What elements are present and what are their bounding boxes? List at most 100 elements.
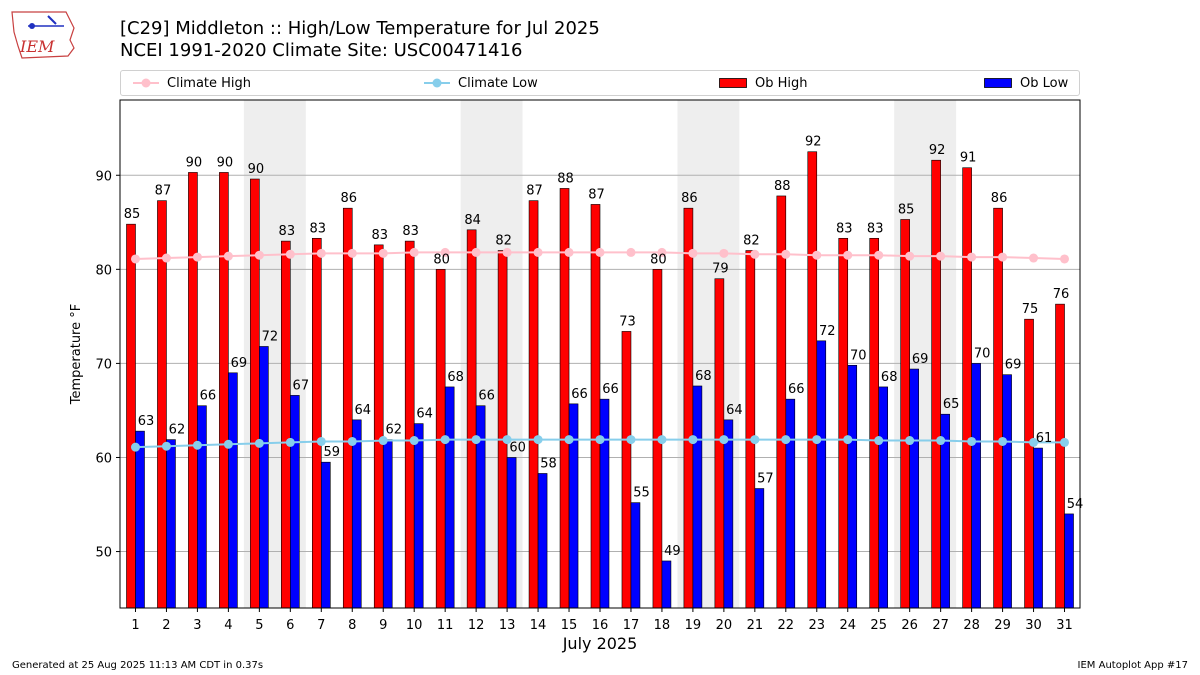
x-tick-label: 25 — [870, 618, 887, 633]
ob-high-bar — [404, 240, 415, 609]
climate-low-point — [626, 435, 636, 445]
ob-low-bar — [166, 439, 176, 609]
y-tick-label: 50 — [95, 546, 112, 561]
ob-high-label: 90 — [248, 162, 265, 177]
ob-low-label: 64 — [416, 407, 433, 422]
climate-high-point — [378, 248, 388, 258]
ob-low-bar — [413, 423, 424, 609]
ob-high-bar — [869, 237, 880, 609]
ob-high-bar — [807, 151, 818, 609]
climate-low-point — [936, 436, 946, 446]
ob-low-label: 62 — [385, 423, 402, 438]
x-tick-label: 19 — [685, 618, 702, 633]
ob-low-bar — [971, 363, 981, 609]
climate-high-point — [781, 249, 791, 259]
ob-high-bar — [466, 229, 477, 609]
ob-high-label: 86 — [681, 191, 698, 206]
x-tick-label: 20 — [716, 618, 733, 633]
ob-high-bar — [126, 223, 136, 609]
ob-low-bar — [444, 386, 455, 609]
climate-low-point — [285, 437, 295, 447]
ob-high-label: 83 — [371, 228, 388, 243]
climate-high-point — [688, 248, 698, 258]
chart-subtitle: NCEI 1991-2020 Climate Site: USC00471416 — [120, 40, 523, 61]
x-tick-label: 9 — [379, 618, 387, 633]
ob-low-bar — [1033, 447, 1043, 609]
ob-high-label: 88 — [557, 171, 574, 186]
chart-title: [C29] Middleton :: High/Low Temperature … — [120, 18, 600, 39]
ob-low-label: 64 — [726, 403, 743, 418]
ob-low-label: 58 — [540, 456, 557, 471]
ob-low-label: 59 — [324, 445, 341, 460]
climate-low-point — [254, 438, 264, 448]
ob-high-bar — [931, 159, 941, 609]
ob-high-label: 76 — [1053, 287, 1070, 302]
ob-low-label: 66 — [788, 382, 805, 397]
ob-low-bar — [259, 346, 269, 609]
ob-low-label: 66 — [571, 387, 588, 402]
climate-low-point — [564, 435, 574, 445]
climate-low-point — [688, 435, 698, 445]
climate-high-point — [719, 248, 729, 258]
ob-low-label: 72 — [819, 324, 836, 339]
climate-low-point — [471, 435, 481, 445]
ob-low-label: 68 — [695, 369, 712, 384]
ob-low-label: 68 — [447, 370, 464, 385]
x-tick-label: 16 — [592, 618, 609, 633]
ob-high-label: 88 — [774, 179, 791, 194]
ob-low-bar — [382, 439, 393, 609]
climate-high-point — [750, 249, 760, 259]
legend-label: Ob Low — [1020, 75, 1069, 91]
climate-high-point — [254, 250, 264, 260]
climate-low-point — [781, 435, 791, 445]
ob-low-label: 66 — [602, 382, 619, 397]
x-tick-label: 12 — [468, 618, 485, 633]
ob-high-label: 79 — [712, 262, 729, 277]
ob-low-label: 54 — [1067, 497, 1084, 512]
climate-high-point — [471, 247, 481, 257]
ob-low-label: 69 — [912, 352, 929, 367]
ob-high-label: 87 — [588, 187, 605, 202]
ob-high-bar — [342, 207, 353, 609]
ob-high-bar — [528, 200, 539, 609]
iem-logo: IEM — [11, 11, 75, 59]
ob-high-label: 92 — [805, 135, 822, 150]
climate-low-point — [843, 435, 853, 445]
climate-high-point — [595, 247, 605, 257]
ob-high-label: 75 — [1022, 302, 1039, 317]
ob-low-bar — [506, 457, 517, 609]
legend-label: Climate High — [167, 75, 252, 91]
ob-low-bar — [754, 488, 765, 609]
climate-low-point — [223, 439, 233, 449]
x-tick-label: 18 — [654, 618, 671, 633]
x-tick-label: 24 — [839, 618, 856, 633]
ob-high-bar — [745, 250, 756, 609]
climate-low-point — [905, 436, 915, 446]
ob-high-bar — [219, 172, 229, 609]
x-tick-label: 29 — [994, 618, 1011, 633]
ob-low-bar — [351, 419, 362, 609]
climate-low-point — [316, 436, 326, 446]
ob-high-bar — [900, 219, 910, 609]
ob-low-bar — [785, 398, 796, 609]
ob-low-label: 57 — [757, 472, 774, 487]
x-tick-label: 1 — [131, 618, 139, 633]
ob-high-label: 90 — [186, 155, 203, 170]
x-tick-label: 6 — [286, 618, 294, 633]
climate-low-point — [874, 436, 884, 446]
climate-high-point — [1060, 254, 1070, 264]
ob-low-label: 63 — [138, 414, 155, 429]
ob-low-label: 69 — [1005, 358, 1022, 373]
ob-low-label: 67 — [293, 378, 310, 393]
legend-ob-high: Ob High — [719, 71, 808, 95]
ob-high-label: 86 — [340, 191, 357, 206]
x-tick-label: 11 — [437, 618, 454, 633]
y-tick-label: 90 — [95, 169, 112, 184]
climate-high-point — [967, 252, 977, 262]
x-tick-label: 28 — [963, 618, 980, 633]
ob-low-bar — [816, 340, 827, 609]
ob-low-label: 49 — [664, 544, 681, 559]
climate-high-point — [192, 252, 202, 262]
climate-high-point — [409, 247, 419, 257]
